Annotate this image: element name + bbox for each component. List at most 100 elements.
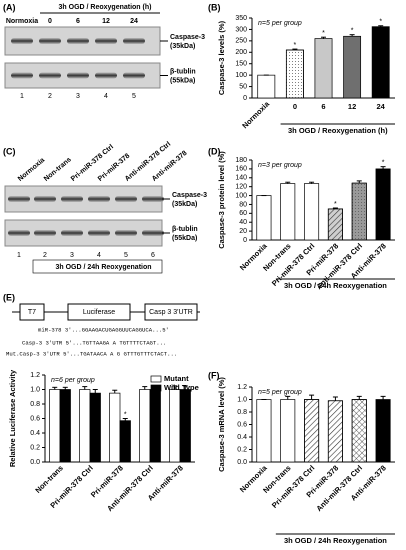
x-tick-label: 0 (293, 102, 297, 111)
y-axis-label: Caspase-3 protein level (%) (217, 151, 226, 249)
blot-band (67, 72, 89, 79)
bar (375, 399, 391, 463)
lane-number: 1 (17, 252, 21, 259)
blot-footer: 3h OGD / 24h Reoxygenation (55, 264, 151, 271)
legend-label: Wild Type (164, 383, 199, 392)
lane-label: 6 (76, 18, 80, 25)
sequence: miR-378 3'...GGAAGACUGAGGUUCAGGUCA...5' (38, 326, 169, 333)
y-tick-label: 0.6 (237, 421, 247, 428)
construct-box (144, 303, 198, 321)
lane-number: 2 (43, 252, 47, 259)
panel-label: (D) (208, 146, 221, 156)
y-tick-label: 0.6 (30, 415, 40, 422)
y-tick-label: 50 (239, 83, 247, 90)
blot-band (142, 230, 164, 236)
blot-band (123, 72, 145, 79)
significance: * (294, 42, 297, 49)
y-axis-label: Caspase-3 mRNA level (%) (217, 377, 226, 472)
lane-number: 3 (76, 93, 80, 100)
band-name: Caspase-3 (170, 34, 205, 41)
y-tick-label: 40 (239, 219, 247, 226)
lane-number: 6 (151, 252, 155, 259)
band-name: β-tublin (170, 68, 196, 75)
blot-band (95, 38, 117, 44)
bar (49, 389, 61, 463)
bar (169, 389, 181, 463)
x-axis-label: 3h OGD / 24h Reoxygenation (284, 536, 387, 545)
y-tick-label: 1.0 (237, 396, 247, 403)
sequence: Casp-3 3'UTR 5'...TGTTAAGA A TGTTTTCTAGT… (22, 339, 166, 346)
panel-label: (C) (3, 146, 16, 156)
bar (89, 392, 101, 463)
y-tick-label: 200 (235, 49, 247, 56)
blot-band (11, 72, 33, 79)
lane-label: Anti-miR-378 Ctrl (124, 141, 172, 183)
y-tick-label: 0.8 (30, 401, 40, 408)
significance: * (322, 30, 325, 37)
y-axis-label: Relative Luciferase Activity (8, 369, 17, 467)
y-tick-label: 80 (239, 201, 247, 208)
legend-swatch (150, 375, 162, 383)
y-tick-label: 100 (235, 192, 247, 199)
bar (59, 389, 71, 463)
y-tick-label: 0.2 (237, 446, 247, 453)
bar (257, 74, 276, 99)
bar (179, 389, 191, 463)
significance: * (382, 160, 385, 167)
y-tick-label: 0.8 (237, 409, 247, 416)
panel-label: (A) (3, 2, 16, 12)
significance: * (124, 411, 127, 418)
y-axis-label: Caspase-3 levels (%) (217, 20, 226, 95)
lane-number: 1 (20, 93, 24, 100)
lane-label: Non-trans (43, 156, 73, 183)
blot-band (115, 230, 137, 236)
blot-band (8, 196, 30, 202)
legend-swatch (150, 384, 162, 392)
bar (119, 420, 131, 463)
y-tick-label: 0 (243, 95, 247, 102)
blot-title: 3h OGD / Reoxygenation (h) (59, 4, 152, 11)
bar (280, 183, 296, 241)
construct-box (19, 303, 45, 321)
significance: * (334, 201, 337, 208)
construct-box (67, 303, 131, 321)
y-tick-label: 160 (235, 166, 247, 173)
bar (256, 195, 272, 241)
bar-pattern (327, 208, 343, 241)
y-tick-label: 180 (235, 157, 247, 164)
blot-band (115, 196, 137, 202)
y-tick-label: 0.4 (30, 430, 40, 437)
lane-number: 5 (124, 252, 128, 259)
sequence: Mut.Casp-3 3'UTR 5'...TGATAACA A G GTTTG… (6, 350, 177, 357)
bar (109, 392, 121, 463)
bar (343, 35, 362, 99)
blot-band (61, 230, 83, 236)
band-size: (35kDa) (172, 201, 197, 208)
blot-band (39, 38, 61, 44)
note: n=6 per group (51, 377, 95, 384)
x-tick-label: Non-trans (33, 463, 64, 494)
y-tick-label: 0.2 (30, 444, 40, 451)
y-tick-label: 0 (243, 237, 247, 244)
blot-band (95, 72, 117, 79)
blot-band (142, 196, 164, 202)
band-size: (55kDa) (172, 235, 197, 242)
panel-label: (F) (208, 370, 220, 380)
blot-band (67, 38, 89, 44)
band-size: (35kDa) (170, 43, 195, 50)
y-tick-label: 1.2 (30, 372, 40, 379)
blot-band (34, 196, 56, 202)
bar (371, 26, 390, 99)
blot-band (88, 230, 110, 236)
y-tick-label: 1.2 (237, 384, 247, 391)
y-tick-label: 300 (235, 26, 247, 33)
band-name: Caspase-3 (172, 192, 207, 199)
bar (79, 389, 91, 463)
legend-label: Mutant (164, 374, 189, 383)
bar (139, 389, 151, 463)
x-tick-label: Normoxia (240, 99, 271, 130)
y-tick-label: 20 (239, 228, 247, 235)
significance: * (379, 19, 382, 26)
y-tick-label: 1.0 (30, 386, 40, 393)
